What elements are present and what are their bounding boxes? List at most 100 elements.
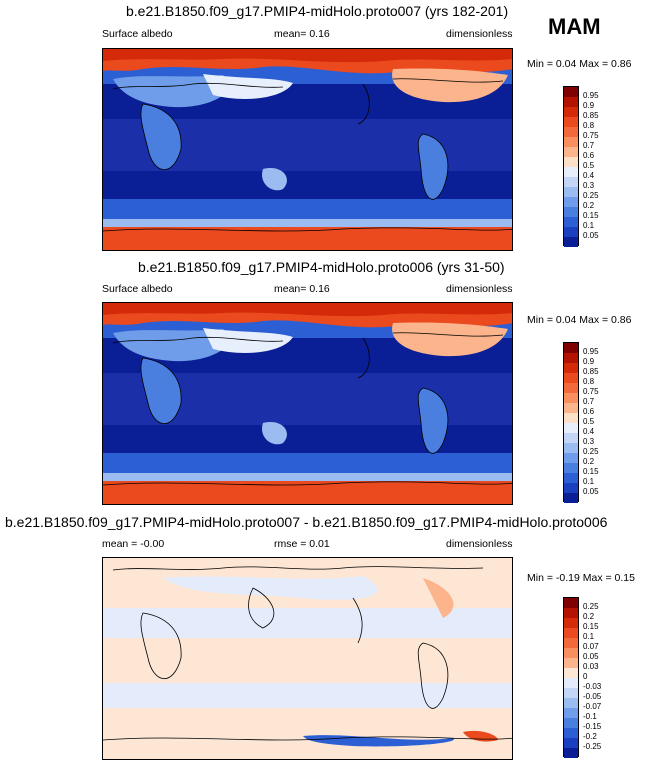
colorbar-swatch <box>564 443 578 453</box>
colorbar-tick-label: 0.9 <box>583 357 595 366</box>
panel3-map-svg <box>103 558 512 759</box>
colorbar-swatch <box>564 748 578 758</box>
colorbar-swatch <box>564 167 578 177</box>
colorbar-swatch <box>564 343 578 353</box>
colorbar-swatch <box>564 658 578 668</box>
panel3-rmse-label: rmse = 0.01 <box>274 538 330 550</box>
colorbar-tick-label: 0.8 <box>583 377 595 386</box>
colorbar-tick-label: 0.07 <box>583 642 599 651</box>
colorbar-tick-label: 0.85 <box>583 111 599 120</box>
colorbar-swatch <box>564 648 578 658</box>
panel1-minmax: Min = 0.04 Max = 0.86 <box>527 58 632 70</box>
colorbar-tick-label: 0.15 <box>583 211 599 220</box>
colorbar-tick-label: 0.9 <box>583 101 595 110</box>
colorbar-tick-label: -0.03 <box>583 682 602 691</box>
panel3-units-label: dimensionless <box>446 538 513 550</box>
colorbar-tick-label: 0.2 <box>583 457 595 466</box>
colorbar-swatch <box>564 237 578 247</box>
colorbar-swatch <box>564 618 578 628</box>
colorbar-tick-label: 0.7 <box>583 141 595 150</box>
colorbar-swatch <box>564 177 578 187</box>
colorbar-swatch <box>564 227 578 237</box>
colorbar-tick-label: 0.7 <box>583 397 595 406</box>
colorbar-swatch <box>564 217 578 227</box>
colorbar-tick-label: -0.2 <box>583 732 597 741</box>
colorbar-swatch <box>564 107 578 117</box>
colorbar-swatch <box>564 433 578 443</box>
colorbar-tick-label: 0.25 <box>583 447 599 456</box>
panel2-minmax: Min = 0.04 Max = 0.86 <box>527 314 632 326</box>
panel2-map-svg <box>103 303 512 504</box>
panel1-title: b.e21.B1850.f09_g17.PMIP4-midHolo.proto0… <box>126 3 509 19</box>
colorbar-tick-label: 0.1 <box>583 632 595 641</box>
colorbar-swatch <box>564 728 578 738</box>
colorbar-swatch <box>564 678 578 688</box>
colorbar-tick-label: -0.25 <box>583 742 602 751</box>
colorbar-swatch <box>564 718 578 728</box>
colorbar-swatch <box>564 87 578 97</box>
colorbar-tick-label: 0.03 <box>583 662 599 671</box>
colorbar-swatch <box>564 473 578 483</box>
panel3-colorbar <box>563 597 579 758</box>
panel1-units-label: dimensionless <box>446 28 513 40</box>
colorbar-swatch <box>564 393 578 403</box>
colorbar-tick-label: 0.95 <box>583 91 599 100</box>
colorbar-swatch <box>564 117 578 127</box>
colorbar-swatch <box>564 483 578 493</box>
panel3-title: b.e21.B1850.f09_g17.PMIP4-midHolo.proto0… <box>5 514 608 530</box>
colorbar-tick-label: 0.5 <box>583 161 595 170</box>
colorbar-tick-label: 0.4 <box>583 171 595 180</box>
colorbar-swatch <box>564 668 578 678</box>
colorbar-tick-label: 0.8 <box>583 121 595 130</box>
colorbar-tick-label: 0.95 <box>583 347 599 356</box>
colorbar-tick-label: 0 <box>583 672 588 681</box>
colorbar-swatch <box>564 383 578 393</box>
colorbar-tick-label: 0.75 <box>583 387 599 396</box>
colorbar-swatch <box>564 147 578 157</box>
colorbar-tick-label: 0.5 <box>583 417 595 426</box>
colorbar-tick-label: 0.3 <box>583 437 595 446</box>
colorbar-tick-label: -0.15 <box>583 722 602 731</box>
colorbar-tick-label: 0.1 <box>583 221 595 230</box>
colorbar-swatch <box>564 453 578 463</box>
panel2-variable-label: Surface albedo <box>102 283 173 295</box>
panel1-mean-label: mean= 0.16 <box>274 28 330 40</box>
panel1-colorbar <box>563 86 579 247</box>
colorbar-tick-label: 0.25 <box>583 191 599 200</box>
season-label: MAM <box>548 14 601 39</box>
panel1-variable-label: Surface albedo <box>102 28 173 40</box>
colorbar-tick-label: 0.25 <box>583 602 599 611</box>
colorbar-tick-label: 0.3 <box>583 181 595 190</box>
colorbar-swatch <box>564 698 578 708</box>
colorbar-swatch <box>564 413 578 423</box>
panel3-mean-label: mean = -0.00 <box>102 538 165 550</box>
panel2-mean-label: mean= 0.16 <box>274 283 330 295</box>
colorbar-tick-label: 0.2 <box>583 612 595 621</box>
colorbar-tick-label: 0.4 <box>583 427 595 436</box>
colorbar-tick-label: 0.05 <box>583 231 599 240</box>
panel2-units-label: dimensionless <box>446 283 513 295</box>
colorbar-swatch <box>564 708 578 718</box>
colorbar-swatch <box>564 493 578 503</box>
colorbar-swatch <box>564 97 578 107</box>
colorbar-swatch <box>564 363 578 373</box>
colorbar-tick-label: 0.75 <box>583 131 599 140</box>
colorbar-swatch <box>564 137 578 147</box>
colorbar-tick-label: 0.1 <box>583 477 595 486</box>
colorbar-swatch <box>564 187 578 197</box>
colorbar-swatch <box>564 403 578 413</box>
colorbar-tick-label: 0.15 <box>583 467 599 476</box>
colorbar-swatch <box>564 688 578 698</box>
panel3-difference-map <box>102 557 513 760</box>
panel3-minmax: Min = -0.19 Max = 0.15 <box>527 572 635 584</box>
colorbar-tick-label: -0.1 <box>583 712 597 721</box>
colorbar-swatch <box>564 207 578 217</box>
colorbar-tick-label: 0.6 <box>583 407 595 416</box>
panel2-albedo-map <box>102 302 513 505</box>
panel1-albedo-map <box>102 48 513 251</box>
colorbar-tick-label: 0.85 <box>583 367 599 376</box>
colorbar-tick-label: 0.05 <box>583 487 599 496</box>
colorbar-tick-label: 0.05 <box>583 652 599 661</box>
colorbar-tick-label: -0.07 <box>583 702 602 711</box>
colorbar-swatch <box>564 628 578 638</box>
